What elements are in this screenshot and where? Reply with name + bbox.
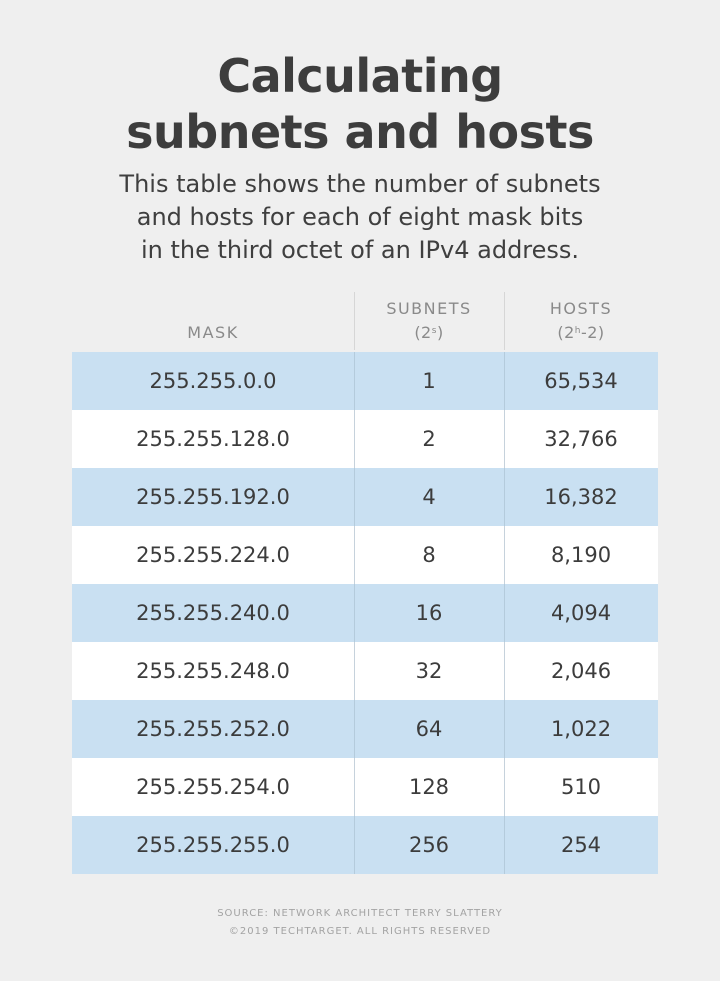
subnets-cell: 1 — [422, 369, 436, 393]
hosts-cell: 65,534 — [544, 369, 618, 393]
hosts-cell: 510 — [560, 775, 602, 799]
title-line-1: Calculating — [217, 49, 503, 103]
hosts-cell: 8,190 — [550, 543, 612, 567]
page-subtitle: This table shows the number of subnets a… — [0, 168, 720, 267]
subnets-cell: 32 — [415, 659, 443, 683]
table-body: 255.255.0.0 1 65,534 255.255.128.0 2 32,… — [72, 352, 658, 874]
header-divider — [504, 292, 505, 350]
source-footer: SOURCE: NETWORK ARCHITECT TERRY SLATTERY… — [0, 905, 720, 941]
column-divider — [504, 526, 505, 584]
subnets-cell: 16 — [415, 601, 443, 625]
column-divider — [354, 642, 355, 700]
header-subnets-formula: (2s) — [354, 322, 504, 344]
title-line-2: subnets and hosts — [126, 105, 594, 159]
header-divider — [354, 292, 355, 350]
subnet-table: MASK SUBNETS (2s) HOSTS (2h-2) 255.255.0… — [72, 292, 658, 874]
column-divider — [354, 410, 355, 468]
subnets-formula-base: (2 — [414, 323, 432, 342]
column-divider — [354, 352, 355, 410]
hosts-formula-base: (2 — [557, 323, 575, 342]
column-divider — [354, 816, 355, 874]
column-divider — [354, 758, 355, 816]
table-row: 255.255.224.0 8 8,190 — [72, 526, 658, 584]
column-divider — [504, 584, 505, 642]
column-divider — [504, 816, 505, 874]
column-divider — [504, 700, 505, 758]
subnets-cell: 4 — [422, 485, 436, 509]
table-row: 255.255.128.0 2 32,766 — [72, 410, 658, 468]
column-divider — [504, 642, 505, 700]
table-row: 255.255.248.0 32 2,046 — [72, 642, 658, 700]
hosts-formula-exponent: h — [574, 326, 581, 336]
source-text: SOURCE: NETWORK ARCHITECT TERRY SLATTERY — [217, 908, 503, 919]
mask-cell: 255.255.128.0 — [136, 427, 290, 451]
mask-cell: 255.255.255.0 — [136, 833, 290, 857]
header-subnets-label: SUBNETS — [386, 299, 472, 318]
subnets-cell: 2 — [422, 427, 436, 451]
header-mask-label: MASK — [187, 323, 239, 342]
hosts-formula-end: -2) — [580, 323, 605, 342]
hosts-cell: 2,046 — [550, 659, 612, 683]
column-divider — [504, 758, 505, 816]
mask-cell: 255.255.240.0 — [136, 601, 290, 625]
mask-cell: 255.255.252.0 — [136, 717, 290, 741]
hosts-cell: 1,022 — [550, 717, 612, 741]
header-subnets: SUBNETS (2s) — [354, 292, 504, 352]
page-title: Calculating subnets and hosts — [0, 48, 720, 160]
mask-cell: 255.255.192.0 — [136, 485, 290, 509]
header-hosts-formula: (2h-2) — [504, 322, 658, 344]
mask-cell: 255.255.224.0 — [136, 543, 290, 567]
subtitle-line-1: This table shows the number of subnets — [119, 170, 601, 198]
table-row: 255.255.240.0 16 4,094 — [72, 584, 658, 642]
copyright-text: ©2019 TECHTARGET. ALL RIGHTS RESERVED — [228, 926, 492, 937]
hosts-cell: 4,094 — [550, 601, 612, 625]
mask-cell: 255.255.254.0 — [136, 775, 290, 799]
column-divider — [354, 526, 355, 584]
column-divider — [354, 468, 355, 526]
hosts-cell: 16,382 — [544, 485, 618, 509]
hosts-cell: 254 — [560, 833, 602, 857]
header-hosts: HOSTS (2h-2) — [504, 292, 658, 352]
subnets-cell: 128 — [408, 775, 450, 799]
header-mask: MASK — [72, 320, 354, 352]
mask-cell: 255.255.0.0 — [149, 369, 277, 393]
column-divider — [354, 700, 355, 758]
mask-cell: 255.255.248.0 — [136, 659, 290, 683]
hosts-cell: 32,766 — [544, 427, 618, 451]
subnets-cell: 256 — [408, 833, 450, 857]
header-hosts-label: HOSTS — [549, 299, 613, 318]
subnets-cell: 8 — [422, 543, 436, 567]
subnets-cell: 64 — [415, 717, 443, 741]
column-divider — [354, 584, 355, 642]
column-divider — [504, 352, 505, 410]
column-divider — [504, 410, 505, 468]
subtitle-line-2: and hosts for each of eight mask bits — [136, 203, 584, 231]
table-row: 255.255.255.0 256 254 — [72, 816, 658, 874]
table-header: MASK SUBNETS (2s) HOSTS (2h-2) — [72, 292, 658, 352]
table-row: 255.255.254.0 128 510 — [72, 758, 658, 816]
subnets-formula-exponent: s — [431, 326, 437, 336]
subtitle-line-3: in the third octet of an IPv4 address. — [140, 236, 580, 264]
table-row: 255.255.192.0 4 16,382 — [72, 468, 658, 526]
table-row: 255.255.0.0 1 65,534 — [72, 352, 658, 410]
column-divider — [504, 468, 505, 526]
subnets-formula-end: ) — [436, 323, 444, 342]
table-row: 255.255.252.0 64 1,022 — [72, 700, 658, 758]
